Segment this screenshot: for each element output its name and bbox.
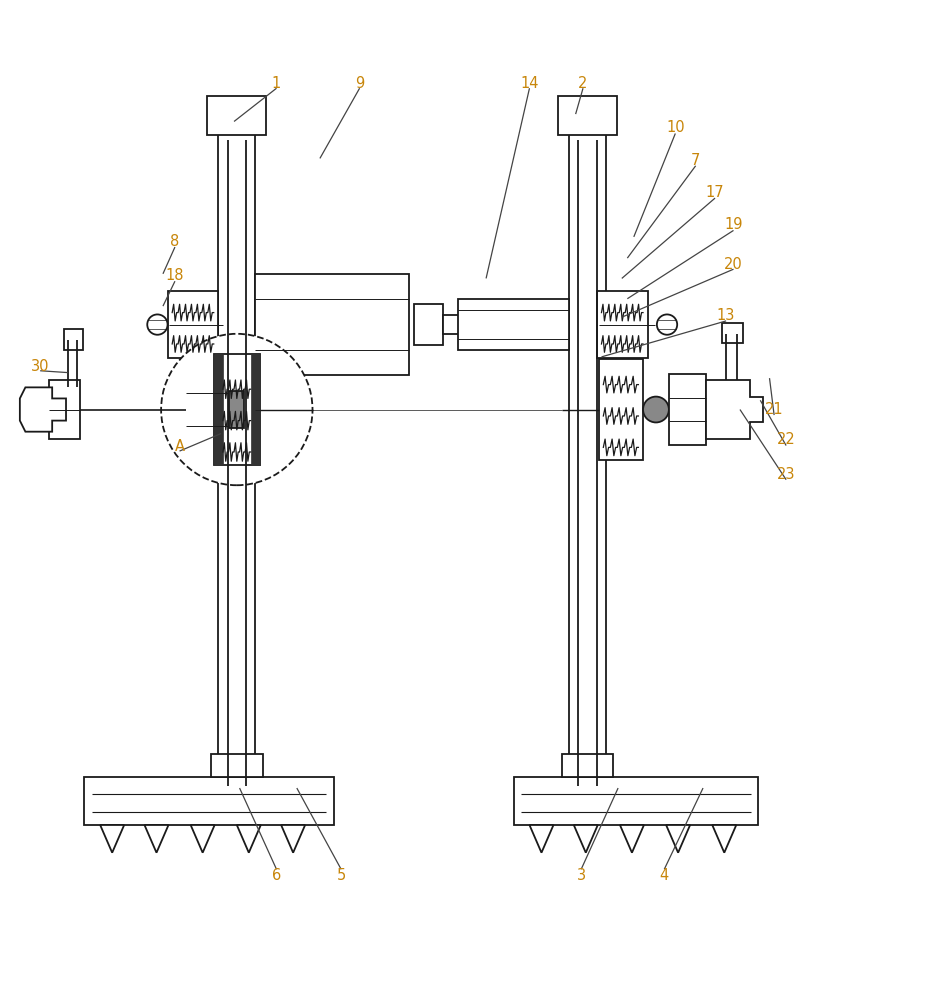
Bar [669, 374, 706, 445]
Text: 21: 21 [765, 402, 783, 417]
Bar [599, 359, 643, 460]
Circle shape [161, 334, 312, 485]
Text: 8: 8 [170, 234, 180, 249]
Bar [251, 354, 260, 465]
Circle shape [657, 314, 677, 335]
Text: 7: 7 [691, 153, 700, 168]
Text: 22: 22 [777, 432, 795, 447]
Polygon shape [144, 825, 169, 853]
Bar [414, 304, 443, 345]
Polygon shape [282, 825, 306, 853]
Text: 4: 4 [659, 868, 669, 883]
Bar [514, 777, 758, 825]
Text: 19: 19 [724, 217, 743, 232]
Bar [64, 329, 82, 350]
Text: 20: 20 [724, 257, 743, 272]
Bar [211, 754, 263, 777]
Bar [562, 754, 614, 777]
Text: 23: 23 [777, 467, 795, 482]
Polygon shape [666, 825, 690, 853]
Bar [558, 96, 617, 135]
Text: 14: 14 [520, 76, 539, 91]
Bar [214, 354, 260, 465]
Text: 3: 3 [577, 868, 586, 883]
Text: 9: 9 [355, 76, 364, 91]
Polygon shape [100, 825, 124, 853]
Polygon shape [706, 380, 763, 439]
Bar [219, 131, 256, 786]
Text: 30: 30 [31, 359, 49, 374]
Text: 2: 2 [579, 76, 588, 91]
Bar [256, 274, 409, 375]
Text: 18: 18 [166, 268, 184, 283]
Bar [443, 315, 459, 334]
Bar [84, 777, 333, 825]
Text: 10: 10 [666, 120, 684, 135]
Bar [230, 391, 244, 428]
Bar [458, 299, 569, 350]
Polygon shape [530, 825, 554, 853]
Text: 5: 5 [336, 868, 345, 883]
Bar [186, 382, 228, 437]
Bar [49, 380, 80, 439]
Polygon shape [191, 825, 215, 853]
Polygon shape [619, 825, 644, 853]
Bar [207, 96, 267, 135]
Bar [168, 291, 219, 358]
Polygon shape [574, 825, 598, 853]
Circle shape [147, 314, 168, 335]
Polygon shape [237, 825, 261, 853]
Circle shape [643, 397, 669, 422]
Bar [722, 323, 743, 343]
Text: 6: 6 [272, 868, 282, 883]
Polygon shape [712, 825, 736, 853]
Text: 1: 1 [272, 76, 282, 91]
Bar [597, 291, 647, 358]
Polygon shape [19, 387, 66, 432]
Text: A: A [175, 439, 184, 454]
Text: 17: 17 [706, 185, 724, 200]
Bar [214, 354, 223, 465]
Text: 13: 13 [717, 308, 735, 323]
Bar [569, 131, 607, 786]
